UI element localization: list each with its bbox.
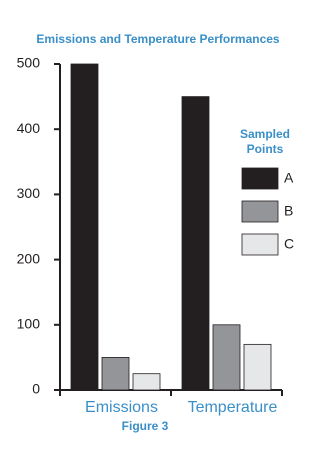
legend-label: B <box>284 203 293 219</box>
y-tick-label: 100 <box>17 316 41 332</box>
legend-swatch <box>241 233 279 256</box>
chart: Emissions and Temperature Performances F… <box>17 32 294 433</box>
legend-swatch <box>241 200 279 223</box>
x-tick-label: Temperature <box>188 399 278 416</box>
bar <box>243 343 272 391</box>
legend-label: A <box>284 170 294 186</box>
bar <box>212 324 241 391</box>
page: Emissions and Temperature Performances F… <box>17 32 294 433</box>
legend-label: C <box>284 236 294 252</box>
bar <box>132 373 161 391</box>
x-tick-label: Emissions <box>85 399 158 416</box>
y-tick-label: 300 <box>17 185 41 201</box>
chart-title: Emissions and Temperature Performances <box>36 32 280 46</box>
caption: Figure 3 <box>122 419 169 433</box>
y-tick-label: 500 <box>17 55 41 71</box>
legend-swatch <box>241 167 279 190</box>
bar <box>181 96 210 391</box>
y-tick-label: 0 <box>32 381 40 397</box>
y-tick-label: 200 <box>17 250 41 266</box>
bar <box>70 63 99 391</box>
y-tick-label: 400 <box>17 120 41 136</box>
legend-title: Sampled Points <box>239 127 290 156</box>
bar <box>101 356 130 391</box>
